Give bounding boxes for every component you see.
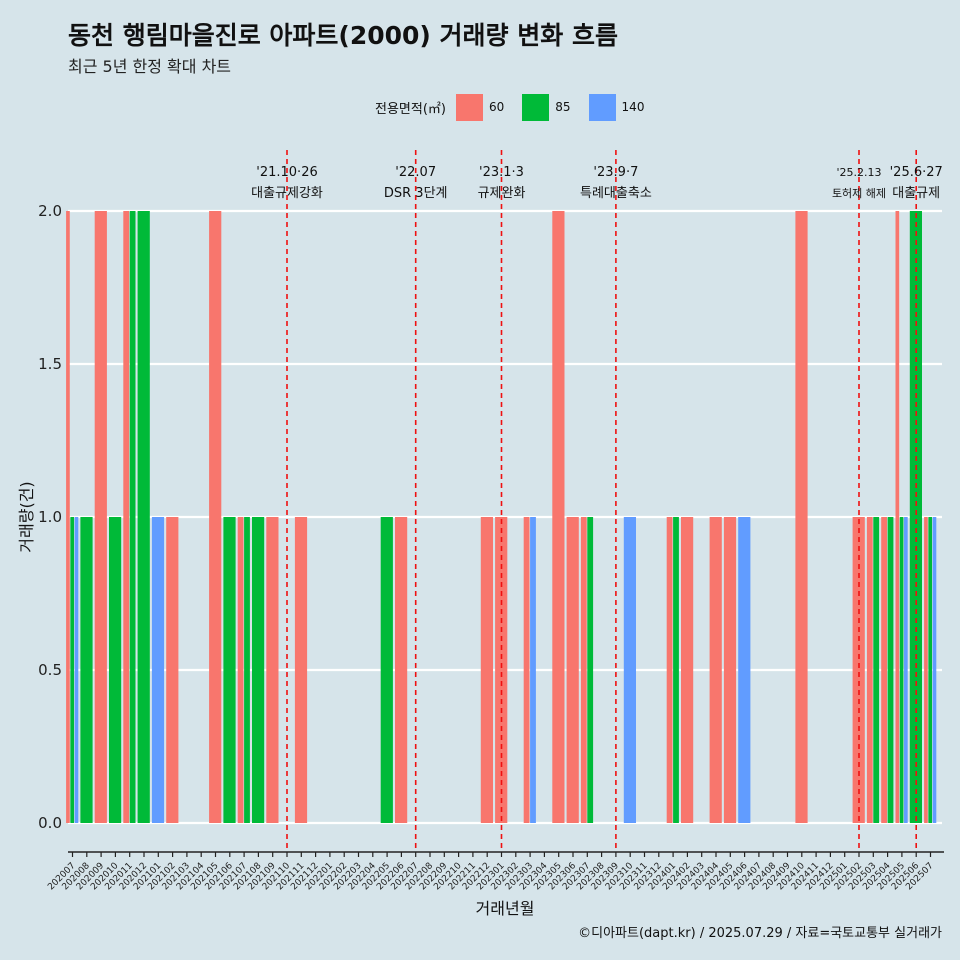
- event-date-label: '21.10·26: [256, 165, 317, 180]
- bar-85-202012: [137, 211, 150, 823]
- bar-85-202108: [252, 517, 265, 823]
- bar-60-202009: [94, 211, 107, 823]
- bar-60-202301: [495, 517, 508, 823]
- bar-60-202404: [709, 517, 722, 823]
- bar-140-202507: [932, 517, 937, 823]
- legend-title: 전용면적(㎡): [375, 101, 446, 117]
- bar-85-202007: [70, 517, 75, 823]
- legend-label-85: 85: [555, 100, 571, 114]
- bar-85-202505: [899, 517, 904, 823]
- bar-60-202105: [209, 211, 222, 823]
- bar-140-202406: [738, 517, 751, 823]
- bar-140-202101: [151, 517, 165, 823]
- event-date-label: '23.1·3: [479, 165, 524, 180]
- event-date-label: '25.2.13: [836, 166, 881, 179]
- bar-60-202011: [123, 211, 130, 823]
- bar-60-202305: [552, 211, 565, 823]
- bar-60-202107: [237, 517, 244, 823]
- bar-60-202504: [881, 517, 887, 823]
- event-date-label: '25.6·27: [890, 165, 943, 180]
- legend-item-60: 60: [455, 93, 518, 121]
- bar-85-202106: [223, 517, 236, 823]
- legend-label-60: 60: [488, 100, 505, 114]
- bar-60-202102: [166, 517, 179, 823]
- legend: 전용면적(㎡) 60 85 140: [375, 92, 662, 122]
- bar-60-202306: [566, 517, 579, 823]
- y-tick-label: 0.5: [38, 661, 62, 679]
- bar-60-202405: [723, 517, 737, 823]
- legend-label-140: 140: [621, 100, 645, 114]
- bar-60-202401: [666, 517, 673, 823]
- bar-60-202303: [523, 517, 530, 823]
- event-date-label: '22.07: [395, 165, 436, 180]
- bar-85-202506: [909, 211, 922, 823]
- bar-85-202507: [928, 517, 933, 823]
- chart-title: 동천 행림마을진로 아파트(2000) 거래량 변화 흐름: [68, 21, 618, 50]
- bar-60-202402: [681, 517, 694, 823]
- legend-item-140: 140: [588, 93, 659, 121]
- legend-swatch-85: [522, 93, 550, 121]
- bar-60-202206: [395, 517, 408, 823]
- y-tick-label: 1.0: [38, 508, 62, 526]
- bar-85-202307: [587, 517, 594, 823]
- bar-60-202410: [795, 211, 808, 823]
- bar-60-202007: [66, 211, 70, 823]
- bar-140-202505: [904, 517, 908, 823]
- bar-85-202205: [380, 517, 393, 823]
- bar-60-202502: [852, 517, 865, 823]
- event-name-label: 토허제 해제: [832, 186, 886, 200]
- y-tick-label: 1.5: [38, 355, 62, 373]
- bar-85-202504: [887, 517, 894, 823]
- event-date-label: '23.9·7: [593, 165, 638, 180]
- bar-60-202505: [895, 211, 900, 823]
- source-caption: ©디아파트(dapt.kr) / 2025.07.29 / 자료=국토교통부 실…: [578, 926, 942, 941]
- bar-85-202011: [129, 211, 136, 823]
- bar-85-202008: [80, 517, 93, 823]
- legend-item-85: 85: [522, 93, 584, 121]
- bar-60-202307: [580, 517, 587, 823]
- y-tick-label: 2.0: [38, 202, 62, 220]
- y-axis-title: 거래량(건): [17, 481, 36, 552]
- bar-85-202503: [873, 517, 880, 823]
- legend-swatch-140: [588, 93, 616, 121]
- event-name-label: DSR 3단계: [384, 186, 448, 201]
- bar-60-202503: [866, 517, 873, 823]
- bar-85-202401: [673, 517, 679, 823]
- event-name-label: 특례대출축소: [580, 186, 652, 201]
- bar-140-202007: [74, 517, 79, 823]
- bar-140-202310: [623, 517, 636, 823]
- legend-swatch-60: [455, 93, 483, 121]
- bar-85-202107: [244, 517, 250, 823]
- event-name-label: 대출규제: [892, 186, 940, 201]
- bar-60-202111: [294, 517, 308, 823]
- bar-140-202303: [530, 517, 536, 823]
- bar-60-202507: [924, 517, 928, 823]
- bar-60-202109: [266, 517, 279, 823]
- bar-85-202010: [109, 517, 122, 823]
- chart-subtitle: 최근 5년 한정 확대 차트: [68, 57, 232, 76]
- bar-60-202212: [480, 517, 493, 823]
- event-name-label: 규제완화: [478, 186, 526, 201]
- y-tick-label: 0.0: [38, 814, 62, 832]
- x-axis-title: 거래년월: [476, 899, 535, 918]
- event-name-label: 대출규제강화: [251, 186, 323, 201]
